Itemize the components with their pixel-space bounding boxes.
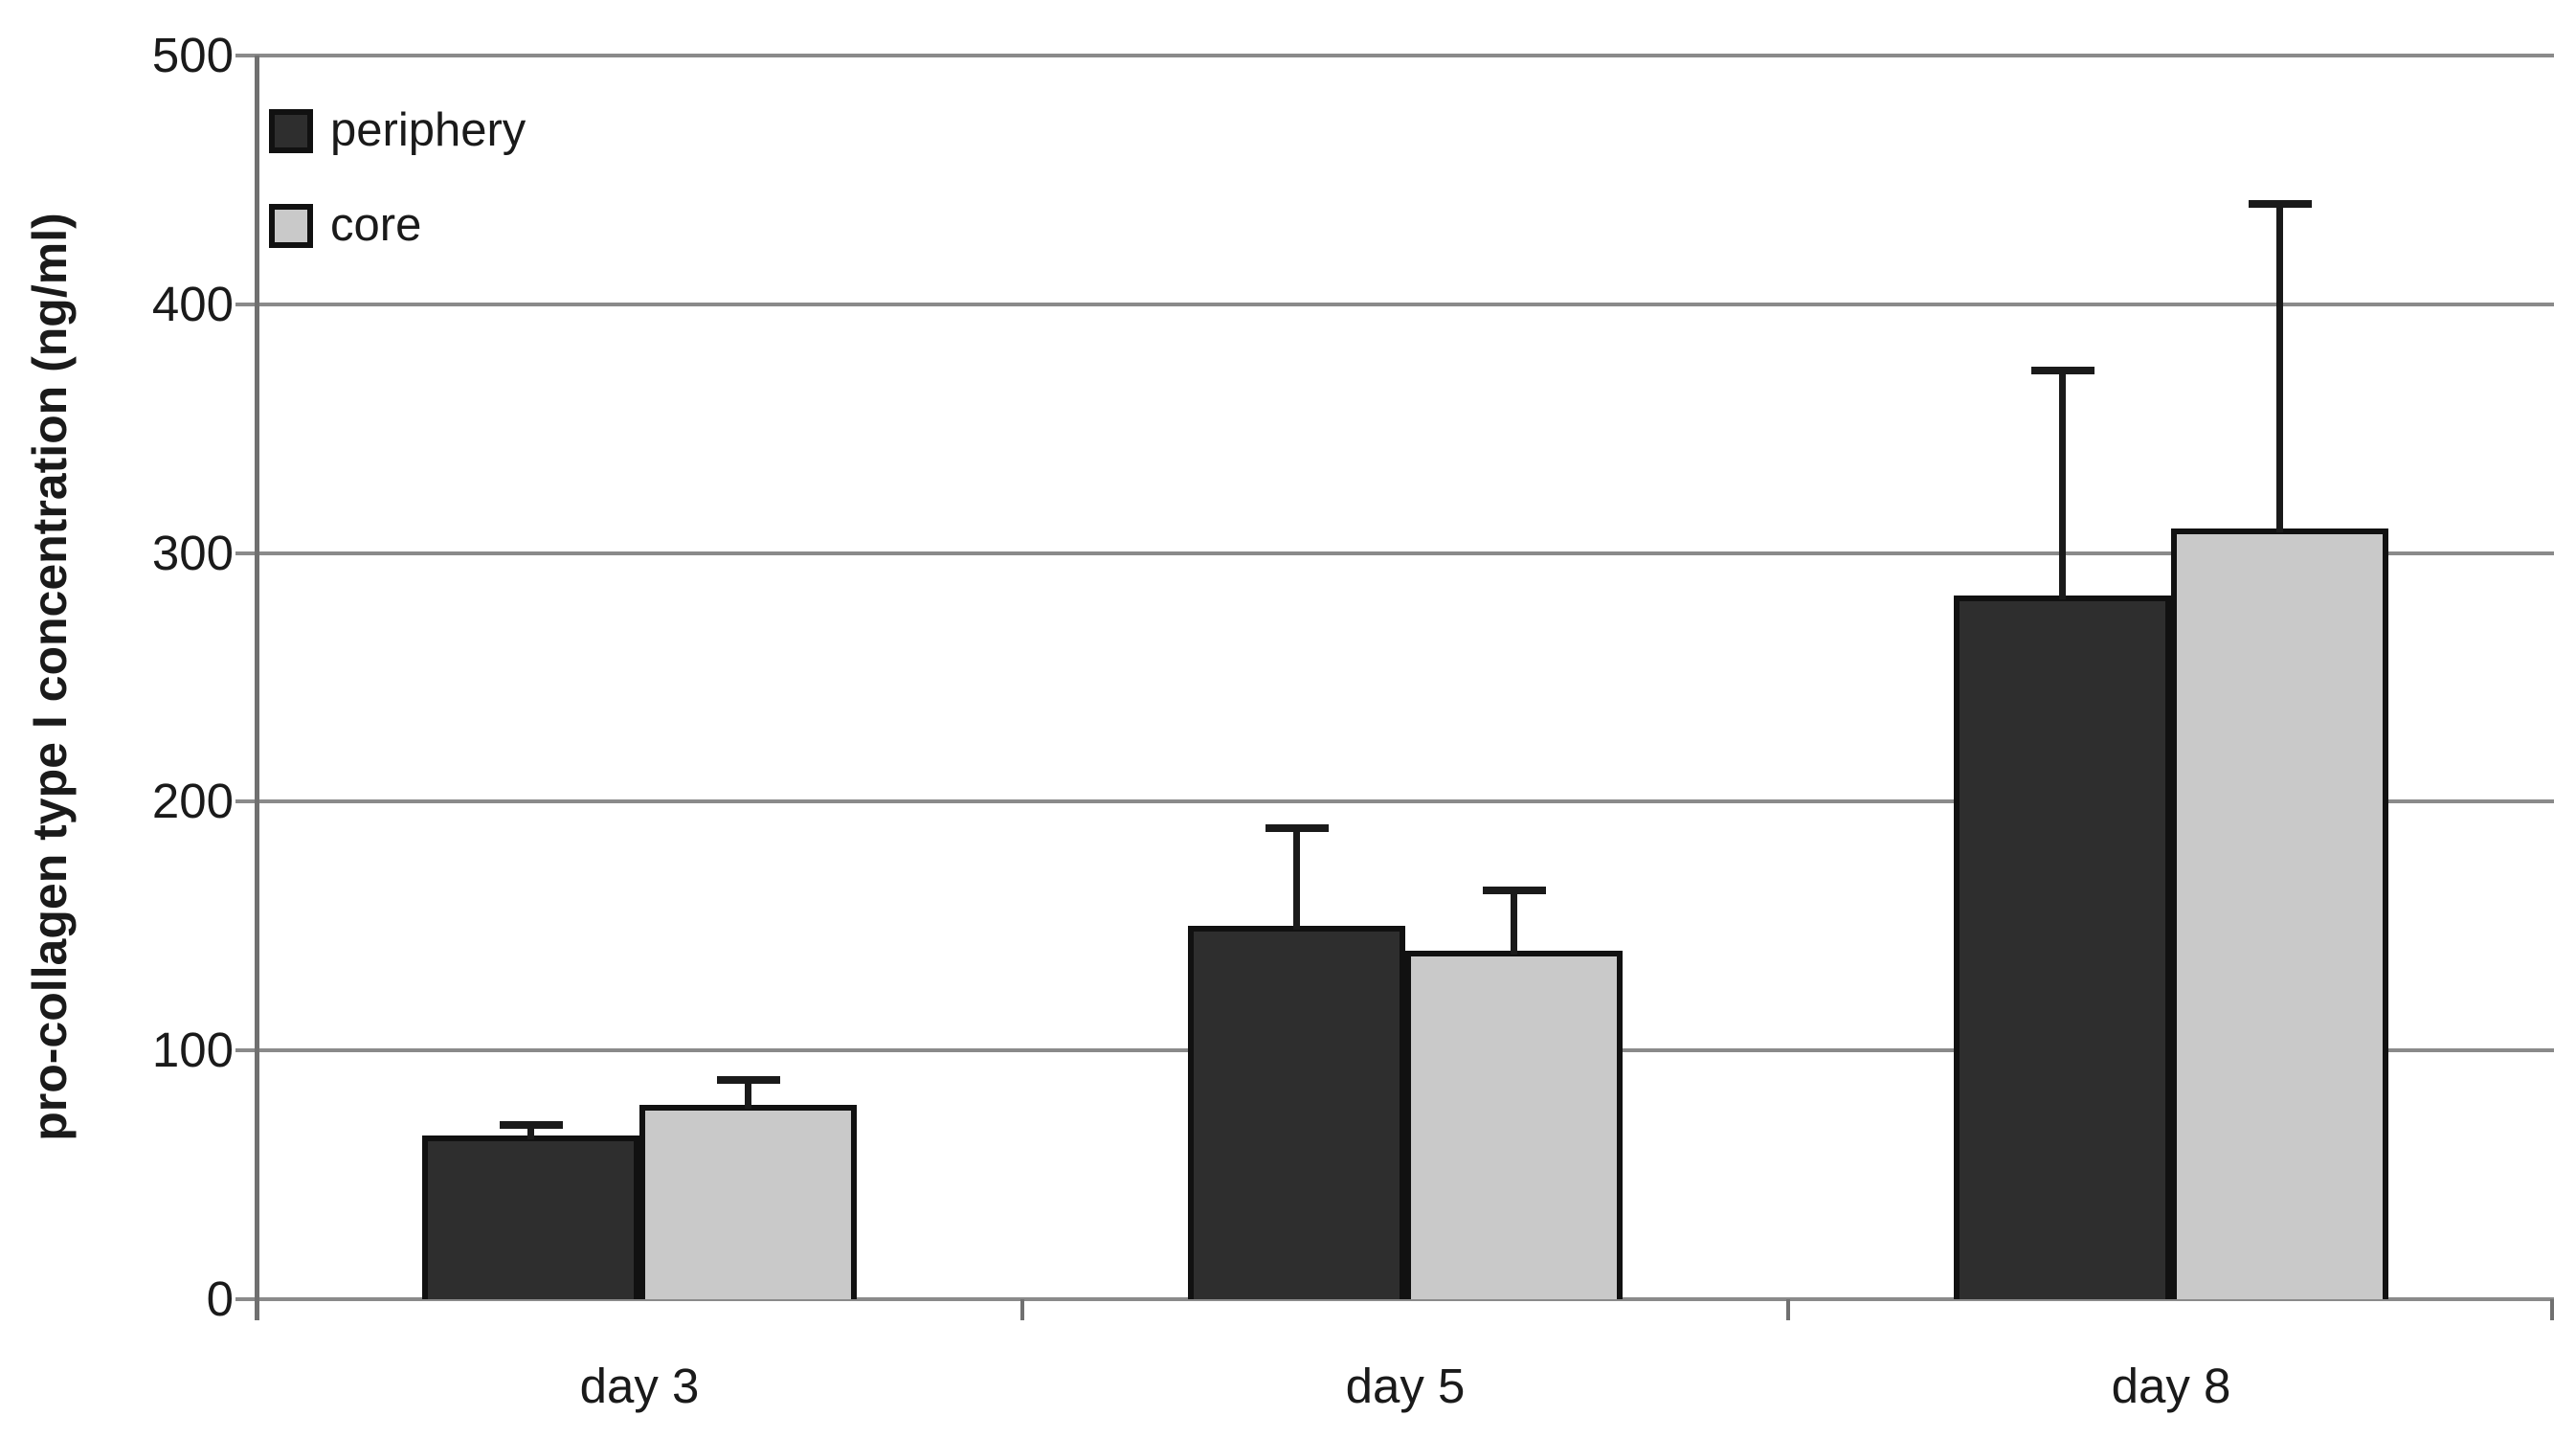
legend-label-core: core bbox=[330, 199, 422, 251]
y-tick-label-400: 400 bbox=[151, 276, 234, 331]
error-bar-cap-core-day-5 bbox=[1482, 887, 1546, 895]
bar-core-day-8 bbox=[2171, 528, 2388, 1299]
legend-item-core: core bbox=[269, 202, 526, 249]
legend-swatch-core-icon bbox=[269, 203, 313, 248]
gridline-y-200 bbox=[235, 799, 2554, 804]
error-bar-cap-periphery-day-5 bbox=[1265, 824, 1329, 833]
gridline-y-400 bbox=[235, 302, 2554, 306]
bar-periphery-day-8 bbox=[1954, 595, 2171, 1299]
error-bar-cap-periphery-day-8 bbox=[2030, 367, 2094, 375]
legend-label-periphery: periphery bbox=[330, 104, 526, 156]
error-bar-cap-core-day-3 bbox=[716, 1075, 780, 1084]
legend-swatch-periphery-icon bbox=[269, 108, 313, 153]
x-axis-label-day-8: day 8 bbox=[2111, 1359, 2231, 1413]
error-bar-stem-core-day-3 bbox=[745, 1077, 751, 1110]
y-tick-label-0: 0 bbox=[206, 1271, 234, 1326]
x-axis-tick-3 bbox=[2550, 1299, 2554, 1320]
gridline-y-500 bbox=[235, 54, 2554, 57]
error-bar-stem-periphery-day-3 bbox=[527, 1122, 534, 1139]
x-axis-tick-1 bbox=[1020, 1299, 1024, 1320]
gridline-y-0 bbox=[235, 1297, 2554, 1301]
y-tick-label-100: 100 bbox=[151, 1023, 234, 1078]
gridline-y-300 bbox=[235, 551, 2554, 555]
error-bar-stem-core-day-8 bbox=[2276, 202, 2283, 532]
bar-periphery-day-3 bbox=[422, 1135, 639, 1299]
x-axis-label-day-5: day 5 bbox=[1345, 1359, 1466, 1413]
bar-core-day-5 bbox=[1405, 951, 1623, 1299]
error-bar-stem-periphery-day-8 bbox=[2059, 369, 2066, 599]
error-bar-stem-periphery-day-5 bbox=[1293, 826, 1300, 931]
y-axis-line bbox=[255, 56, 259, 1320]
y-tick-label-200: 200 bbox=[151, 774, 234, 829]
error-bar-stem-core-day-5 bbox=[1511, 888, 1517, 956]
x-axis-label-day-3: day 3 bbox=[579, 1359, 700, 1413]
legend-item-periphery: periphery bbox=[269, 107, 526, 154]
y-tick-label-300: 300 bbox=[151, 525, 234, 580]
legend: periphery core bbox=[269, 107, 526, 249]
bar-periphery-day-5 bbox=[1188, 926, 1405, 1299]
error-bar-cap-core-day-8 bbox=[2248, 200, 2312, 209]
x-axis-tick-2 bbox=[1786, 1299, 1790, 1320]
error-bar-cap-periphery-day-3 bbox=[499, 1120, 563, 1129]
bar-core-day-3 bbox=[639, 1105, 857, 1299]
y-tick-label-500: 500 bbox=[151, 28, 234, 82]
